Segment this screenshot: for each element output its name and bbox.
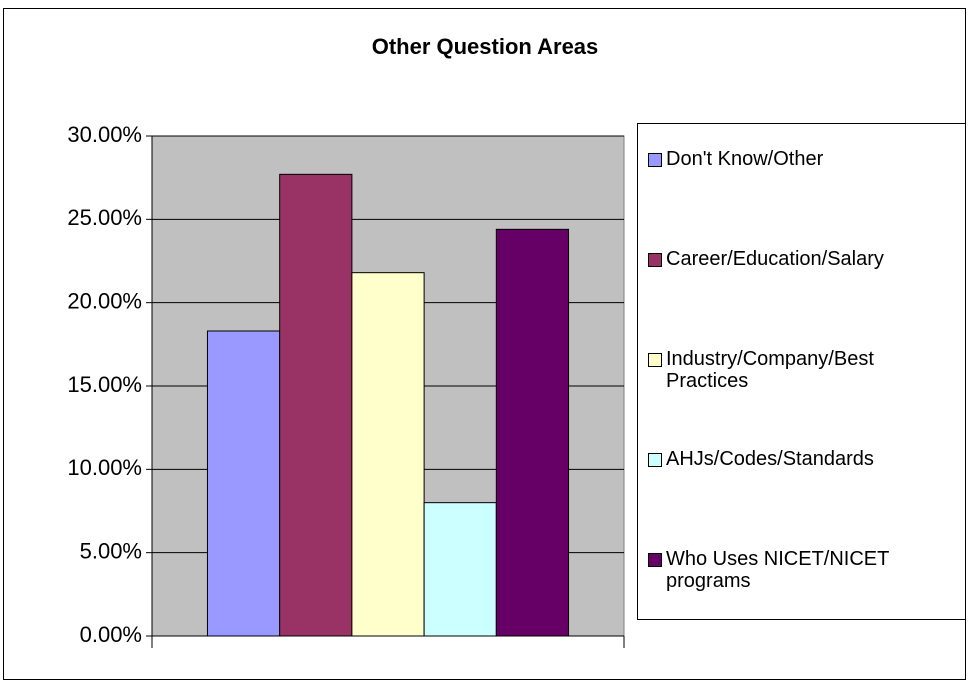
legend-label: Who Uses NICET/NICET programs xyxy=(666,548,889,592)
legend-label: Career/Education/Salary xyxy=(666,248,884,270)
y-tick-label: 20.00% xyxy=(67,288,142,313)
y-tick-label: 15.00% xyxy=(67,372,142,397)
legend-label: AHJs/Codes/Standards xyxy=(666,448,874,470)
bar xyxy=(351,272,425,637)
legend-swatch xyxy=(648,353,662,367)
legend-swatch xyxy=(648,453,662,467)
y-tick-label: 25.00% xyxy=(67,205,142,230)
legend: Don't Know/Other Career/Education/Salary I… xyxy=(637,123,966,620)
bar xyxy=(423,502,497,637)
bar xyxy=(206,330,281,637)
legend-label: Industry/Company/Best Practices xyxy=(666,348,874,392)
legend-swatch xyxy=(648,553,662,567)
legend-entry: Who Uses NICET/NICET programs xyxy=(648,548,958,592)
legend-label: Don't Know/Other xyxy=(666,148,824,170)
y-tick-label: 30.00% xyxy=(67,122,142,147)
chart-title: Other Question Areas xyxy=(372,34,599,59)
bar xyxy=(495,228,570,637)
legend-swatch xyxy=(648,253,662,267)
y-tick-label: 5.00% xyxy=(80,538,142,563)
y-tick-label: 10.00% xyxy=(67,455,142,480)
bar xyxy=(279,173,353,637)
legend-entry: Don't Know/Other xyxy=(648,148,958,170)
legend-swatch xyxy=(648,153,662,167)
legend-entry: AHJs/Codes/Standards xyxy=(648,448,958,470)
y-tick-label: 0.00% xyxy=(80,622,142,647)
legend-entry: Career/Education/Salary xyxy=(648,248,958,270)
legend-entry: Industry/Company/Best Practices xyxy=(648,348,958,392)
